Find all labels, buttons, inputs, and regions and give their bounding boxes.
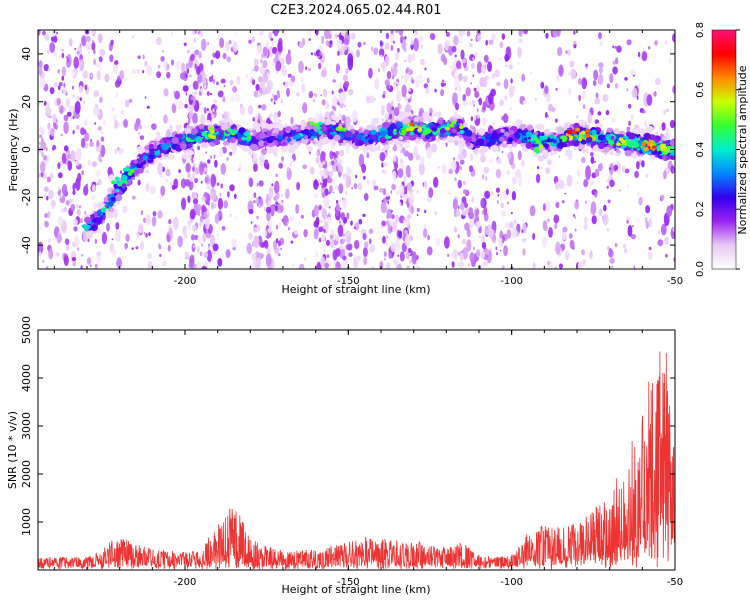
- y-tick-label: 2000: [20, 460, 33, 488]
- spectrogram-bright-spot: [246, 135, 252, 140]
- spectrogram-bright-spot: [208, 133, 213, 138]
- spectrogram-marks: [38, 30, 675, 269]
- colorbar-tick-label: 0.6: [695, 82, 706, 98]
- spectrogram-bright-spot: [584, 133, 590, 138]
- snr-frame: [37, 329, 676, 571]
- y-tick-label: 5000: [20, 316, 33, 344]
- spectrogram-bright-spot: [114, 176, 120, 181]
- colorbar-label: Normalized spectral amplitude: [736, 65, 749, 234]
- spectrogram-bright-spot: [566, 130, 572, 135]
- spectrogram-bright-spot: [449, 123, 455, 128]
- y-tick-label: 0: [20, 146, 33, 153]
- snr-x-ticks: -200 -150 -100 -50: [53, 330, 683, 588]
- spectrogram-bright-spot: [209, 129, 215, 134]
- spectrogram-x-ticks: -200 -150 -100 -50: [53, 30, 683, 287]
- spectrogram-bright-spot: [129, 168, 135, 173]
- spectrogram-x-label: Height of straight line (km): [281, 283, 430, 296]
- spectrogram-bright-spot: [571, 130, 577, 135]
- spectrogram-bright-spot: [585, 128, 591, 133]
- y-tick-label: 20: [20, 95, 33, 109]
- snr-panel: -200 -150 -100 -50 1000 2000 3000 4000 5000 Hei…: [6, 316, 683, 596]
- colorbar-ticks: 0.0 0.2 0.4 0.6 0.8: [695, 22, 740, 277]
- spectrogram-bright-spot: [620, 139, 626, 144]
- spectrogram-bright-spot: [409, 122, 415, 127]
- colorbar: 0.0 0.2 0.4 0.6 0.8 Normalized spectral ampl…: [695, 22, 749, 277]
- spectrogram-bright-spot: [426, 128, 432, 133]
- x-tick-label: -100: [500, 276, 523, 287]
- spectrogram-y-ticks: -40 -20 0 20 40: [20, 47, 675, 254]
- x-tick-label: -200: [174, 577, 197, 588]
- y-tick-label: -20: [20, 188, 33, 206]
- snr-plot-area: [38, 351, 675, 570]
- spectrogram-bright-spot: [642, 147, 648, 152]
- spectrogram-bright-spot: [535, 149, 541, 154]
- spectrogram-bright-spot: [417, 127, 423, 132]
- x-tick-label: -150: [337, 276, 360, 287]
- figure-title: C2E3.2024.065.02.44.R01: [270, 3, 441, 18]
- spectrogram-bright-spot: [116, 180, 121, 185]
- colorbar-tick-label: 0.8: [695, 22, 706, 38]
- spectrogram-bright-spot: [313, 122, 319, 127]
- y-tick-label: 3000: [20, 412, 33, 440]
- spectrogram-bright-spot: [459, 125, 464, 129]
- x-tick-label: -200: [174, 276, 197, 287]
- spectrogram-bright-spot: [580, 130, 586, 135]
- spectrogram-bright-spot: [208, 126, 214, 131]
- spectrogram-bright-spot: [664, 148, 670, 153]
- spectrogram-bright-spot: [309, 121, 315, 126]
- y-tick-label: 40: [20, 47, 33, 61]
- spectrogram-bright-spot: [125, 167, 131, 172]
- spectrogram-bright-spot: [337, 125, 343, 130]
- spectrogram-bright-spot: [316, 125, 322, 130]
- spectrogram-bright-spot: [660, 146, 666, 151]
- y-tick-label: -40: [20, 236, 33, 254]
- spectrogram-bright-spot: [660, 143, 666, 148]
- spectrogram-bright-spot: [445, 126, 450, 131]
- snr-y-label: SNR (10 * v/v): [6, 411, 19, 489]
- spectrogram-bright-spot: [538, 144, 544, 149]
- spectrogram-bright-spot: [231, 129, 237, 134]
- spectrogram-bright-spot: [243, 131, 249, 136]
- spectrogram-bright-spot: [292, 135, 298, 140]
- colorbar-tick-label: 0.4: [695, 142, 706, 158]
- x-tick-label: -50: [667, 276, 683, 287]
- x-tick-label: -50: [667, 577, 683, 588]
- spectrogram-bright-spot: [616, 142, 622, 147]
- spectrogram-bright-spot: [84, 224, 89, 229]
- colorbar-gradient: [711, 29, 737, 270]
- x-tick-label: -100: [500, 577, 523, 588]
- spectrogram-bright-spot: [317, 121, 323, 126]
- spectrogram-bright-spot: [111, 180, 116, 185]
- y-tick-label: 4000: [20, 364, 33, 392]
- colorbar-tick-label: 0.0: [695, 261, 706, 277]
- snr-x-label: Height of straight line (km): [281, 583, 430, 596]
- spectrogram-bright-spot: [641, 142, 647, 146]
- spectrogram-bright-spot: [651, 145, 657, 150]
- spectrogram-bright-spot: [405, 127, 411, 132]
- spectrogram-bright-spot: [241, 136, 247, 141]
- x-tick-label: -150: [337, 577, 360, 588]
- colorbar-tick-label: 0.2: [695, 201, 706, 217]
- spectrogram-bright-spot: [422, 131, 428, 136]
- spectrogram-bright-spot: [575, 127, 580, 132]
- snr-y-ticks: 1000 2000 3000 4000 5000: [20, 316, 675, 536]
- y-tick-label: 1000: [20, 508, 33, 536]
- spectrogram-y-label: Frequency (Hz): [7, 109, 20, 192]
- spectrogram-bright-spot: [451, 120, 457, 125]
- snr-series-line: [38, 351, 675, 570]
- spectrogram-bright-spot: [341, 127, 347, 132]
